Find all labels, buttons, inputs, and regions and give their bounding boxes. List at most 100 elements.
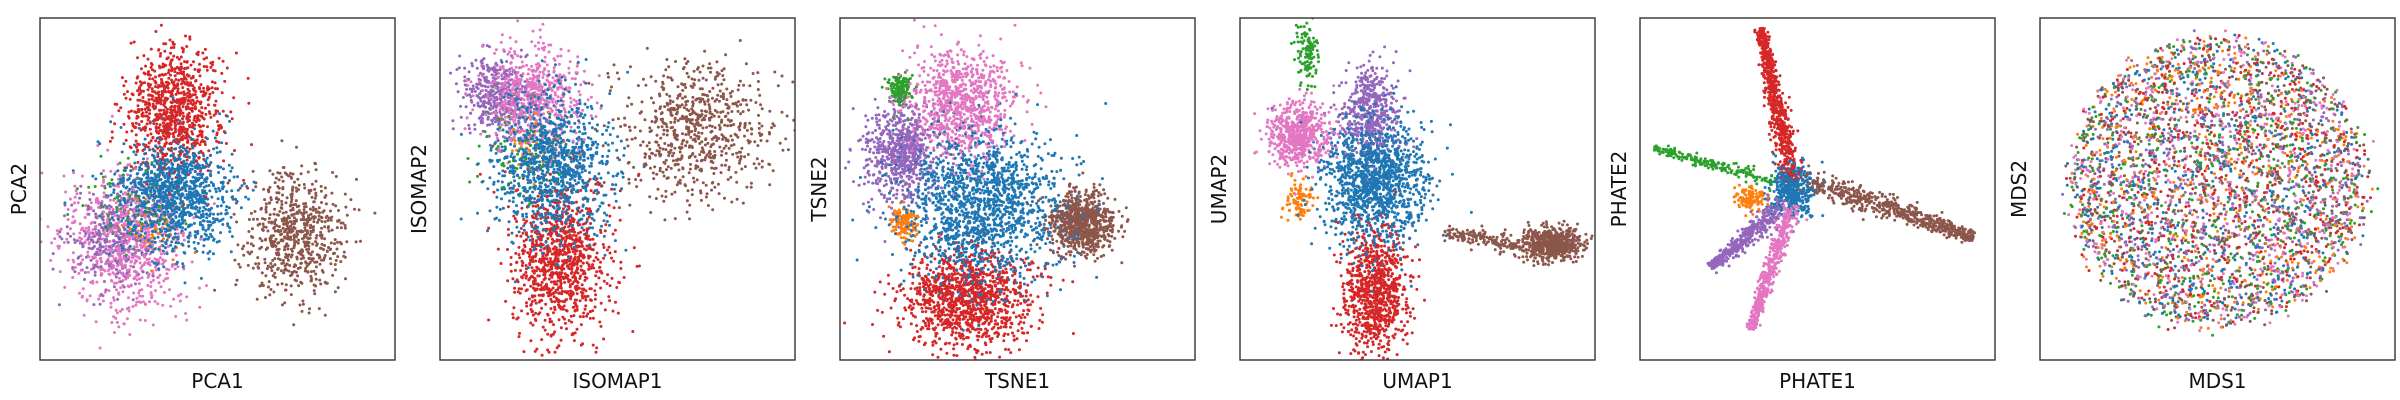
data-point <box>739 103 743 107</box>
data-point <box>136 198 139 202</box>
data-point <box>147 176 151 180</box>
data-point <box>336 240 339 244</box>
data-point <box>117 292 121 296</box>
data-point <box>635 264 639 268</box>
data-point <box>158 97 162 101</box>
data-point <box>268 185 272 189</box>
data-point <box>121 290 125 294</box>
data-point <box>91 255 95 259</box>
data-point <box>611 141 614 145</box>
data-point <box>274 237 278 241</box>
data-point <box>191 122 195 126</box>
data-point <box>720 163 724 167</box>
data-point <box>506 52 510 56</box>
data-point <box>715 110 719 114</box>
data-point <box>279 233 283 236</box>
data-point <box>553 305 557 309</box>
data-point <box>275 224 279 228</box>
data-point <box>74 208 78 212</box>
data-point <box>158 54 162 58</box>
data-point <box>163 213 167 217</box>
data-point <box>301 299 305 303</box>
data-point <box>102 268 106 272</box>
data-point <box>176 138 180 142</box>
data-point <box>66 208 70 211</box>
data-point <box>165 207 168 211</box>
data-point <box>174 253 178 257</box>
data-point <box>104 237 107 241</box>
data-point <box>595 146 599 150</box>
data-point <box>103 203 107 207</box>
data-point <box>575 292 579 296</box>
data-point <box>134 219 138 223</box>
data-point <box>698 70 702 74</box>
data-point <box>185 151 189 155</box>
data-point <box>162 100 166 103</box>
data-point <box>134 133 138 137</box>
data-point <box>674 158 678 162</box>
data-point <box>182 159 186 163</box>
data-point <box>717 123 721 127</box>
data-point <box>71 215 75 219</box>
data-point <box>93 185 97 188</box>
data-point <box>181 262 185 266</box>
data-point <box>102 280 106 283</box>
data-point <box>729 144 733 148</box>
data-point <box>180 135 184 139</box>
data-point <box>148 219 152 222</box>
data-point <box>148 300 151 304</box>
data-point <box>102 221 106 225</box>
data-point <box>305 218 308 222</box>
data-point <box>594 282 598 286</box>
data-point <box>751 72 755 75</box>
data-point <box>717 115 721 119</box>
data-point <box>120 247 124 250</box>
data-point <box>704 195 708 199</box>
data-point <box>140 244 144 248</box>
data-point <box>78 262 82 266</box>
data-point <box>147 98 151 102</box>
data-point <box>692 83 696 87</box>
data-point <box>159 178 163 181</box>
data-point <box>143 236 147 240</box>
data-point <box>190 203 194 207</box>
data-point <box>183 81 187 85</box>
data-point <box>173 86 177 90</box>
data-point <box>106 269 110 272</box>
data-point <box>299 211 303 215</box>
data-point <box>296 274 300 278</box>
data-point <box>173 104 177 108</box>
data-point <box>217 128 221 131</box>
data-point <box>212 202 216 206</box>
data-point <box>221 223 225 226</box>
data-point <box>119 280 123 284</box>
data-point <box>144 221 148 224</box>
data-point <box>207 87 211 91</box>
data-point <box>320 220 324 223</box>
data-point <box>205 192 208 195</box>
data-point <box>122 176 125 180</box>
data-point <box>193 144 197 148</box>
data-point <box>134 121 138 125</box>
data-point <box>185 115 189 119</box>
data-point <box>290 192 294 196</box>
data-point <box>145 157 149 161</box>
data-point <box>778 141 782 145</box>
data-point <box>684 103 688 107</box>
data-point <box>56 232 60 236</box>
data-point <box>87 246 91 250</box>
data-point <box>673 190 677 194</box>
data-point <box>178 299 182 303</box>
data-point <box>122 285 126 289</box>
data-point <box>147 196 151 200</box>
data-point <box>161 62 165 66</box>
data-point <box>770 126 774 130</box>
data-point <box>84 226 88 230</box>
data-point <box>153 300 157 303</box>
data-point <box>95 241 99 244</box>
data-point <box>251 266 255 270</box>
data-point <box>171 225 175 229</box>
data-point <box>152 122 156 126</box>
data-point <box>164 167 168 171</box>
data-point <box>342 250 346 254</box>
